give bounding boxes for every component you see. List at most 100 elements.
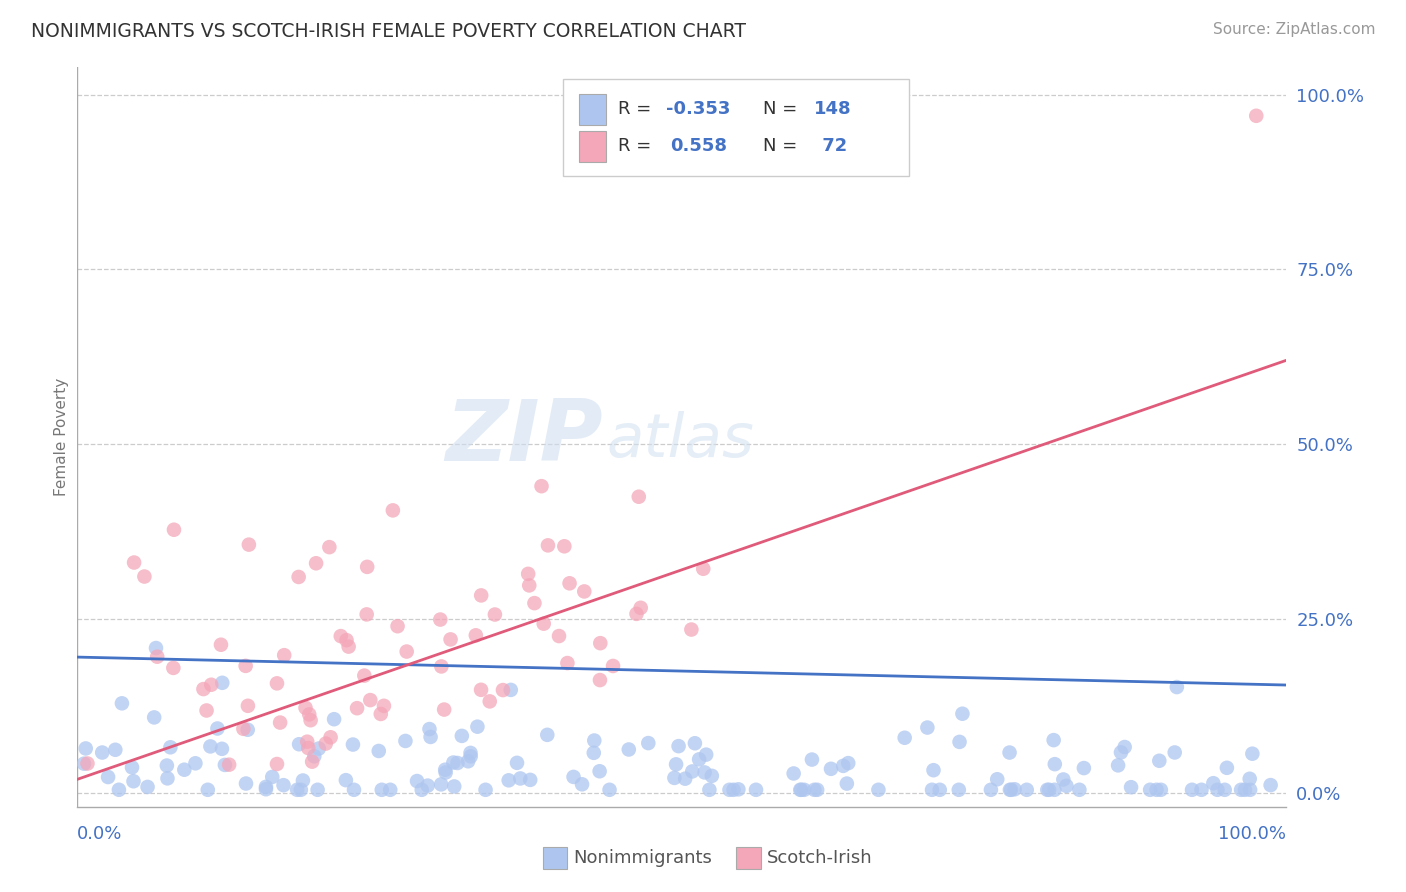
- Text: 0.0%: 0.0%: [77, 825, 122, 843]
- Point: [443, 780, 465, 794]
- Text: 72: 72: [815, 137, 848, 155]
- Point: [195, 704, 218, 718]
- Point: [209, 638, 232, 652]
- Point: [163, 523, 186, 537]
- Point: [1230, 782, 1253, 797]
- Point: [664, 771, 686, 785]
- Point: [665, 757, 688, 772]
- Point: [406, 774, 429, 789]
- Point: [1073, 761, 1095, 775]
- Point: [162, 661, 184, 675]
- Point: [688, 752, 710, 766]
- Point: [430, 777, 453, 791]
- Point: [159, 740, 181, 755]
- Point: [197, 782, 219, 797]
- Point: [329, 629, 352, 643]
- Point: [122, 774, 145, 789]
- Point: [367, 744, 389, 758]
- Point: [474, 782, 496, 797]
- Point: [1202, 776, 1225, 790]
- Point: [868, 782, 890, 797]
- Text: N =: N =: [763, 100, 803, 118]
- Point: [371, 782, 394, 797]
- Point: [980, 782, 1002, 797]
- Point: [446, 756, 468, 770]
- Point: [323, 712, 346, 726]
- Point: [91, 746, 114, 760]
- Point: [589, 673, 612, 687]
- Point: [318, 540, 340, 554]
- Point: [806, 782, 828, 797]
- Point: [290, 782, 312, 797]
- Point: [692, 562, 714, 576]
- Point: [353, 668, 375, 682]
- Point: [574, 584, 596, 599]
- Text: N =: N =: [763, 137, 803, 155]
- Point: [207, 722, 229, 736]
- Point: [254, 782, 277, 797]
- Point: [285, 782, 308, 797]
- Point: [627, 490, 650, 504]
- Point: [337, 640, 360, 654]
- Point: [434, 763, 457, 777]
- Point: [136, 780, 159, 794]
- Point: [288, 737, 311, 751]
- Point: [921, 782, 943, 797]
- Point: [305, 556, 328, 570]
- Point: [156, 758, 179, 772]
- Point: [1054, 779, 1077, 793]
- Point: [381, 503, 404, 517]
- Point: [506, 756, 529, 770]
- Point: [820, 762, 842, 776]
- Point: [727, 782, 749, 797]
- Point: [1164, 746, 1187, 760]
- Point: [583, 733, 606, 747]
- Point: [291, 773, 314, 788]
- Point: [1043, 757, 1066, 772]
- Point: [637, 736, 659, 750]
- Point: [986, 772, 1008, 787]
- Point: [558, 576, 581, 591]
- Bar: [543, 847, 567, 870]
- Point: [211, 675, 233, 690]
- Point: [793, 782, 815, 797]
- Point: [695, 747, 717, 762]
- Point: [530, 479, 553, 493]
- Point: [536, 728, 558, 742]
- Point: [509, 772, 531, 786]
- Point: [498, 773, 520, 788]
- Point: [1038, 782, 1060, 797]
- Point: [948, 782, 970, 797]
- Point: [429, 613, 451, 627]
- Point: [537, 538, 560, 552]
- Point: [557, 656, 579, 670]
- Point: [460, 746, 482, 760]
- Point: [1036, 782, 1059, 797]
- Point: [1241, 747, 1264, 761]
- Point: [1166, 680, 1188, 694]
- Text: NONIMMIGRANTS VS SCOTCH-IRISH FEMALE POVERTY CORRELATION CHART: NONIMMIGRANTS VS SCOTCH-IRISH FEMALE POV…: [31, 22, 747, 41]
- Point: [418, 722, 440, 736]
- Point: [1043, 782, 1066, 797]
- Point: [143, 710, 166, 724]
- Point: [998, 782, 1021, 797]
- Point: [952, 706, 974, 721]
- Point: [948, 735, 970, 749]
- Point: [416, 779, 439, 793]
- Point: [395, 644, 418, 658]
- Point: [723, 782, 745, 797]
- Bar: [579, 94, 606, 125]
- Point: [1114, 739, 1136, 754]
- Point: [346, 701, 368, 715]
- Point: [173, 763, 195, 777]
- Point: [75, 741, 97, 756]
- Bar: [737, 847, 761, 870]
- Point: [235, 659, 257, 673]
- Point: [893, 731, 915, 745]
- Point: [700, 769, 723, 783]
- Point: [1181, 782, 1204, 797]
- Point: [800, 753, 823, 767]
- Point: [76, 756, 98, 771]
- Point: [1246, 109, 1268, 123]
- Point: [394, 734, 416, 748]
